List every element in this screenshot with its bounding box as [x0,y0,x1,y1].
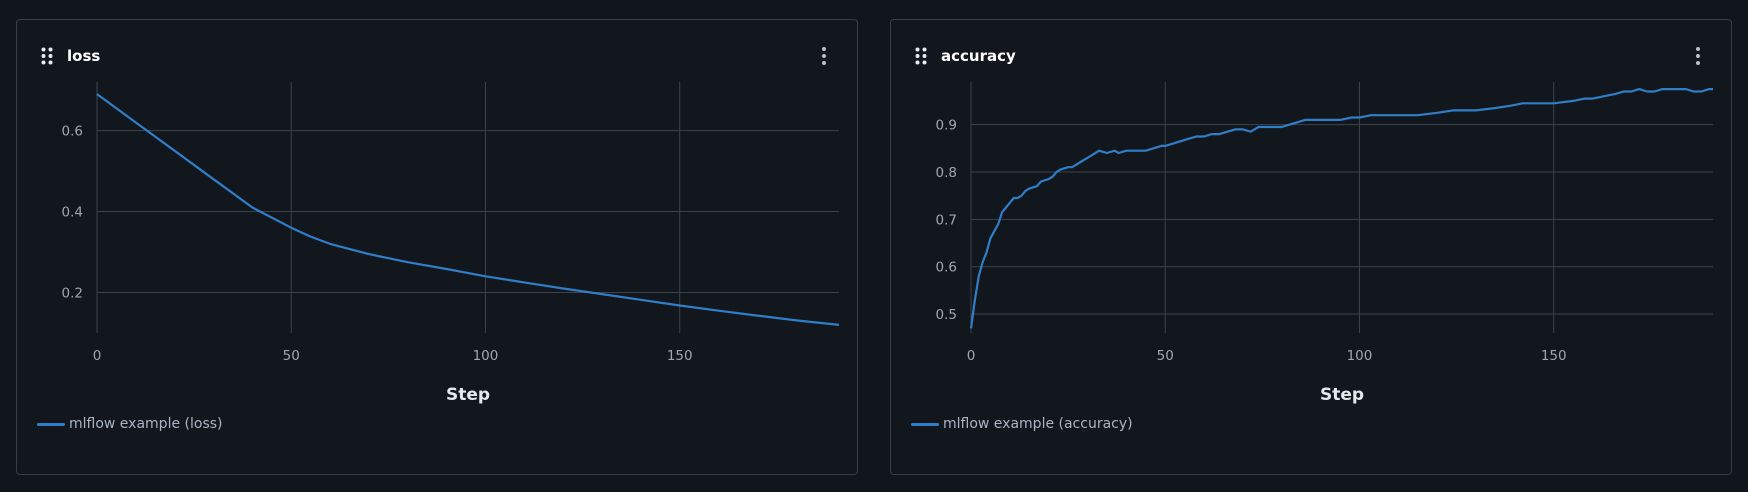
x-tick-label: 0 [93,348,102,364]
series-line[interactable] [969,87,1713,329]
y-tick-label: 0.7 [936,212,957,228]
x-tick-label: 150 [1541,348,1567,364]
x-tick-label: 0 [967,348,976,364]
y-tick-label: 0.8 [936,165,957,181]
x-tick-label: 50 [1157,348,1174,364]
card-header: loss [41,46,100,66]
x-tick-label: 50 [283,348,300,364]
kebab-menu-icon[interactable] [1695,46,1701,66]
card-title: accuracy [941,47,1016,65]
loss-chart[interactable]: 0.2 0.4 0.6 0 50 100 150 Step [17,20,859,410]
legend-label: mlflow example (loss) [69,416,223,432]
series-line[interactable] [96,93,840,326]
x-axis-title: Step [446,385,490,405]
legend-item[interactable]: mlflow example (loss) [37,416,223,432]
x-tick-label: 100 [1347,348,1373,364]
card-header: accuracy [915,46,1016,66]
y-tick-label: 0.4 [62,205,83,221]
y-tick-label: 0.2 [62,286,83,302]
y-tick-label: 0.5 [936,307,957,323]
drag-handle-icon[interactable] [915,47,927,65]
y-tick-label: 0.6 [936,260,957,276]
legend-item[interactable]: mlflow example (accuracy) [911,416,1133,432]
y-tick-label: 0.9 [936,118,957,134]
x-tick-label: 100 [473,348,499,364]
y-tick-label: 0.6 [62,124,83,140]
legend-label: mlflow example (accuracy) [943,416,1133,432]
drag-handle-icon[interactable] [41,47,53,65]
loss-chart-card: loss 0.2 0.4 0.6 0 50 100 150 Step mlflow examp… [16,19,858,475]
x-axis-title: Step [1320,385,1364,405]
legend-swatch [911,422,939,426]
legend-swatch [37,422,65,426]
card-title: loss [67,47,101,65]
accuracy-chart[interactable]: 0.5 0.6 0.7 0.8 0.9 0 50 100 150 Step [891,20,1733,410]
kebab-menu-icon[interactable] [821,46,827,66]
x-tick-label: 150 [667,348,693,364]
accuracy-chart-card: accuracy 0.5 0.6 0.7 0.8 0.9 0 50 100 150 Step ml… [890,19,1732,475]
